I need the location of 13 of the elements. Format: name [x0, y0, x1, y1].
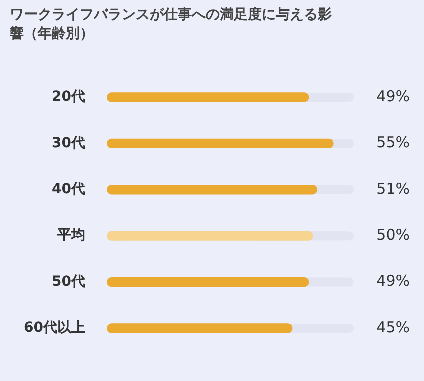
data-label: 45% [376, 318, 410, 336]
y-tick-label: 20代 [52, 89, 86, 106]
y-tick-label: 60代以上 [24, 320, 86, 336]
data-label: 50% [376, 226, 410, 244]
data-label: 49% [376, 272, 410, 290]
data-label: 49% [376, 87, 410, 106]
chart-title: ワークライフバランスが仕事への満足度に与える影響（年齢別） [10, 6, 333, 44]
data-label: 51% [376, 180, 410, 198]
y-tick-label: 平均 [56, 228, 86, 244]
y-tick-label: 30代 [52, 135, 86, 152]
y-tick-label: 40代 [52, 182, 86, 198]
data-label: 55% [376, 134, 410, 152]
y-tick-label: 50代 [52, 274, 86, 290]
